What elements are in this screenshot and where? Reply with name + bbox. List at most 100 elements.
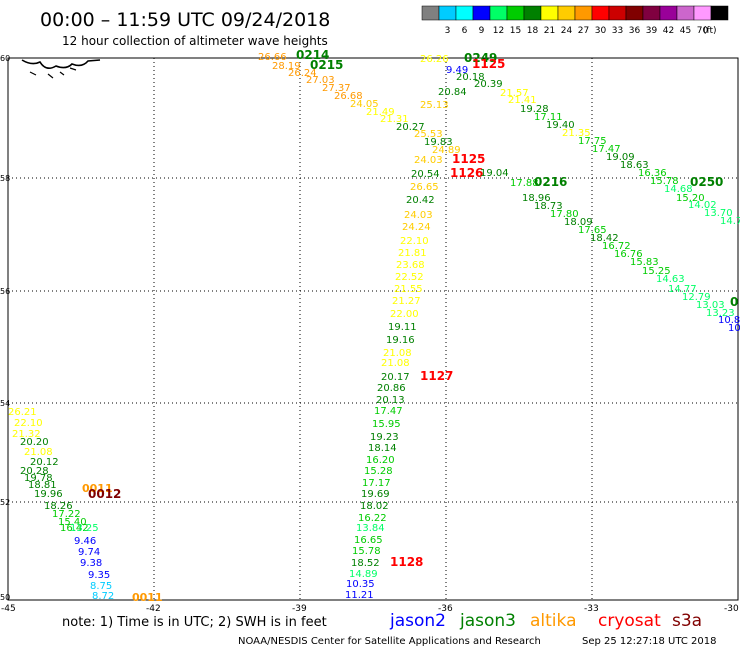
wave-height-label: 14.68 [664,184,693,195]
coastline-islands [29,67,77,79]
wave-height-label: 15.95 [372,419,401,430]
colorbar-swatch [693,5,712,21]
colorbar-swatch [676,5,695,21]
colorbar-tick-label: 12 [493,26,504,36]
wave-height-label: 16.72 [602,241,631,252]
pass-time-label: 1128 [390,555,423,569]
colorbar-swatch [710,5,729,21]
colorbar-swatch [659,5,678,21]
pass-time-label: 0249 [464,51,497,65]
wave-height-label: 18.02 [360,501,389,512]
wave-height-label: 26.66 [258,52,287,63]
colorbar-swatch [489,5,508,21]
wave-height-label: 19.78 [24,473,53,484]
wave-height-label: 19.40 [546,120,575,131]
colorbar-swatch [421,5,440,21]
pass-time-label: 0215 [310,58,343,72]
lat-tick-56: 56 [0,287,10,296]
wave-height-label: 19.23 [370,432,399,443]
page-subtitle: 12 hour collection of altimeter wave hei… [62,34,328,48]
wave-height-label: 20.13 [376,395,405,406]
wave-height-label: 17.22 [52,509,81,520]
colorbar-swatch [438,5,457,21]
colorbar-tick-label: 70 [697,26,709,36]
wave-height-label: 17.47 [592,144,621,155]
wave-height-label: 21.49 [366,107,395,118]
wave-height-label: 24.03 [414,155,443,166]
colorbar-tick-label: 21 [544,26,555,36]
footer-timestamp: Sep 25 12:27:18 UTC 2018 [582,636,716,647]
lon-tick-minus42: -42 [146,604,161,614]
wave-height-label: 17.65 [578,225,607,236]
wave-height-label: 19.96 [34,489,63,500]
wave-height-label: 19.11 [388,322,417,333]
wave-height-label: 10.8 [718,315,740,326]
wave-height-label: 24.24 [402,222,431,233]
wave-height-label: 9.74 [78,547,100,558]
wave-height-label: 13.70 [704,208,733,219]
wave-height-label: 9.35 [88,570,110,581]
pass-time-label: 0 [730,295,738,309]
colorbar-tick-label: 24 [561,26,573,36]
wave-height-label: 18.63 [620,160,649,171]
wave-height-label: 20.84 [438,87,467,98]
grid [8,58,738,600]
colorbar-swatch [472,5,491,21]
wave-height-label: 14.02 [688,200,717,211]
wave-height-label: 8.72 [92,591,114,602]
lat-tick-52: 52 [0,498,10,507]
wave-height-label: 15.78 [650,176,679,187]
colorbar-swatch [625,5,644,21]
wave-height-label: 17.17 [362,478,391,489]
wave-height-label: 25.53 [414,129,443,140]
colorbar-tick-label: 15 [510,26,521,36]
lon-tick-minus39: -39 [292,604,307,614]
wave-height-label: 10.35 [346,579,375,590]
map-frame [7,57,739,601]
wave-height-label: 17.80 [550,209,579,220]
wave-height-label: 15.40 [58,517,87,528]
pass-time-label: 1127 [420,369,453,383]
colorbar-tick-label: 42 [663,26,674,36]
colorbar-tick-label: 39 [646,26,658,36]
wave-height-label: 22.10 [400,236,429,247]
wave-height-label: 21.81 [398,248,427,259]
pass-time-label: 0214 [296,48,329,62]
wave-height-label: 21.08 [383,348,412,359]
wave-height-label: 14.77 [668,284,697,295]
colorbar-swatch [591,5,610,21]
wave-height-label: 26.24 [288,68,317,79]
wave-height-label: 21.35 [562,128,591,139]
wave-height-label: 26.26 [420,54,449,65]
wave-height-label: 16.20 [366,455,395,466]
wave-height-label: 21.32 [12,429,41,440]
coastline-greenland [21,59,101,70]
wave-height-label: 14.63 [656,274,685,285]
colorbar-tick-label: 45 [680,26,691,36]
wave-height-label: 22.00 [390,309,419,320]
pass-time-label: 1125 [472,57,505,71]
wave-height-label: 20.39 [474,79,503,90]
wave-height-label: 18.26 [44,501,73,512]
wave-height-label: 18.09 [564,217,593,228]
page-title: 00:00 – 11:59 UTC 09/24/2018 [40,9,330,31]
pass-time-label: 0012 [88,487,121,501]
wave-height-label: 17.88 [510,178,539,189]
legend-cryosat: cryosat [598,611,661,631]
wave-height-label: 9.38 [80,558,102,569]
wave-height-label: 26.68 [334,91,363,102]
colorbar-tick-label: 6 [462,26,468,36]
wave-height-label: 20.42 [406,195,435,206]
wave-height-label: 21.57 [500,88,529,99]
wave-height-label: 13.84 [356,523,385,534]
track-labels: 26.2122.1021.3220.2021.0820.1220.2819.78… [8,48,740,604]
wave-height-label: 26.21 [8,407,37,418]
wave-height-label: 18.42 [590,233,619,244]
wave-height-label: 25.13 [420,100,449,111]
colorbar-tick-label: 9 [479,26,485,36]
wave-height-label: 16.22 [358,513,387,524]
wave-height-label: 18.73 [534,201,563,212]
wave-height-label: 20.18 [456,72,485,83]
legend-jason3: jason3 [459,611,516,631]
colorbar-swatch [540,5,559,21]
